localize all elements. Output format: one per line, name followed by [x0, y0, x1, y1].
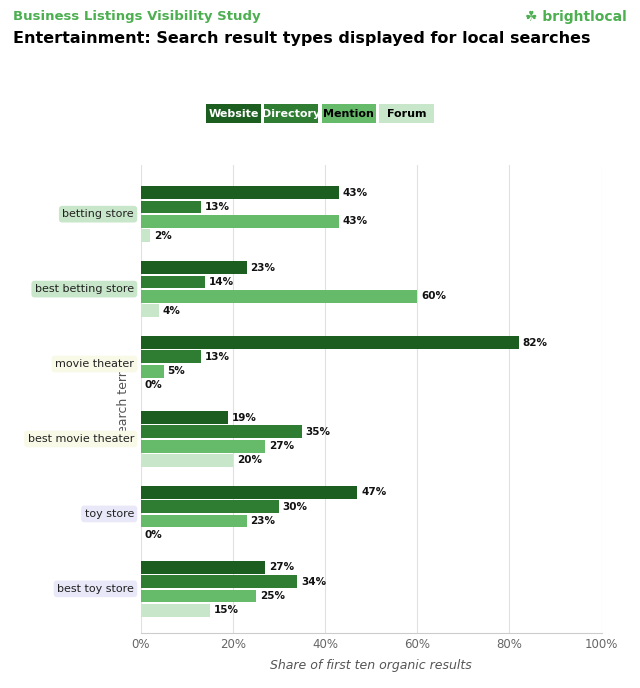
Bar: [141, 561, 265, 574]
Text: Mention: Mention: [323, 109, 374, 118]
Text: 13%: 13%: [204, 352, 229, 362]
Y-axis label: Search terms: Search terms: [116, 357, 130, 441]
Bar: [141, 365, 164, 378]
Text: 82%: 82%: [522, 338, 547, 347]
Text: 14%: 14%: [209, 277, 234, 287]
Text: 23%: 23%: [250, 263, 275, 272]
Text: Entertainment: Search result types displayed for local searches: Entertainment: Search result types displ…: [13, 31, 590, 46]
Text: 19%: 19%: [232, 413, 257, 422]
Text: ☘ brightlocal: ☘ brightlocal: [525, 10, 627, 24]
Text: toy store: toy store: [84, 509, 134, 519]
Text: best toy store: best toy store: [57, 584, 134, 594]
Text: 27%: 27%: [269, 562, 294, 572]
Text: Website: Website: [209, 109, 259, 118]
Text: 35%: 35%: [306, 427, 331, 437]
Bar: [141, 350, 201, 363]
Text: Forum: Forum: [387, 109, 426, 118]
Bar: [141, 304, 159, 317]
Text: 0%: 0%: [145, 380, 162, 391]
Text: 34%: 34%: [301, 577, 326, 587]
Bar: [141, 276, 205, 288]
Text: best betting store: best betting store: [35, 284, 134, 294]
Text: Directory: Directory: [262, 109, 321, 118]
Bar: [141, 515, 247, 528]
Text: 27%: 27%: [269, 441, 294, 451]
Bar: [141, 186, 339, 199]
Bar: [141, 336, 518, 349]
Bar: [141, 201, 201, 213]
Bar: [141, 290, 417, 303]
Text: 5%: 5%: [168, 366, 185, 376]
Text: best movie theater: best movie theater: [28, 434, 134, 444]
Text: movie theater: movie theater: [55, 359, 134, 369]
Bar: [141, 215, 339, 228]
Bar: [141, 500, 279, 513]
Bar: [141, 229, 150, 242]
Bar: [141, 425, 302, 438]
X-axis label: Share of first ten organic results: Share of first ten organic results: [270, 659, 472, 672]
Bar: [141, 604, 210, 616]
Bar: [141, 411, 228, 424]
Text: 47%: 47%: [361, 488, 387, 497]
Text: betting store: betting store: [62, 209, 134, 219]
Text: 30%: 30%: [283, 502, 308, 512]
Bar: [141, 440, 265, 453]
Text: 43%: 43%: [342, 216, 368, 226]
Text: 43%: 43%: [342, 188, 368, 197]
Text: 4%: 4%: [163, 305, 180, 316]
Bar: [141, 454, 233, 467]
Text: 2%: 2%: [154, 230, 172, 241]
Text: 15%: 15%: [214, 605, 239, 615]
Text: 20%: 20%: [237, 455, 262, 465]
Text: 23%: 23%: [250, 516, 275, 526]
Bar: [141, 261, 247, 274]
Text: 25%: 25%: [260, 591, 285, 601]
Bar: [141, 486, 357, 499]
Text: 60%: 60%: [421, 291, 446, 301]
Bar: [141, 575, 298, 588]
Text: 0%: 0%: [145, 530, 162, 540]
Text: 13%: 13%: [204, 202, 229, 212]
Text: Business Listings Visibility Study: Business Listings Visibility Study: [13, 10, 260, 23]
Bar: [141, 590, 256, 603]
